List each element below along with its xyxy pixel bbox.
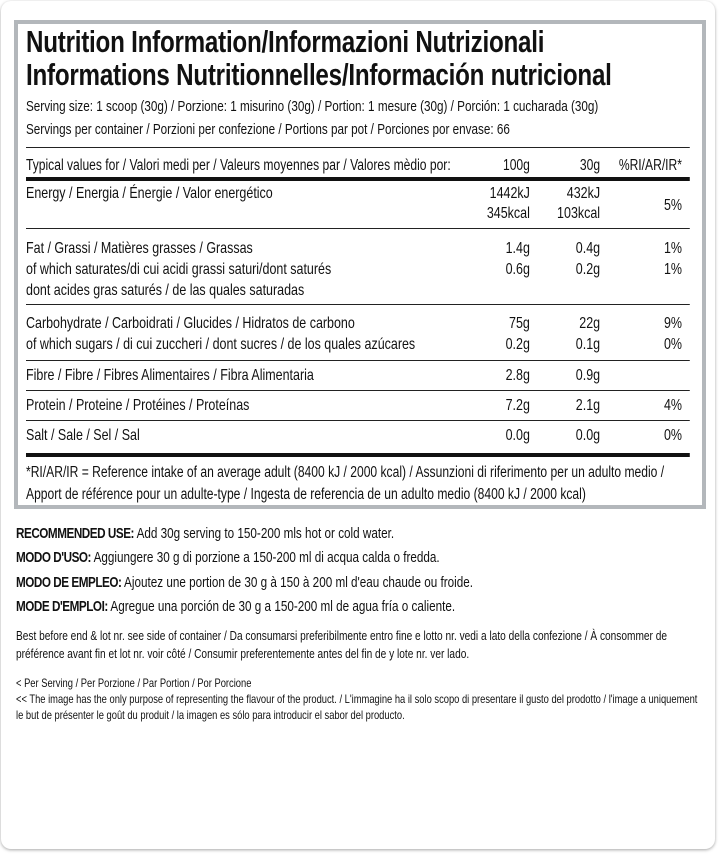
fibre-100g: 2.8g <box>505 367 530 384</box>
fibre-30g: 0.9g <box>575 367 601 384</box>
saturates-label: of which saturates/di cui acidi grassi s… <box>26 261 332 278</box>
usage-text: Agregue una porción de 30 g a 150-200 ml… <box>107 597 456 615</box>
image-disclaimer: << The image has the only purpose of rep… <box>16 692 698 723</box>
usage-heading: MODO D'USO: <box>16 549 91 567</box>
energy-30g: 432kJ 103kcal <box>530 184 600 228</box>
protein-100g: 7.2g <box>505 397 530 414</box>
protein-30g: 2.1g <box>575 397 601 414</box>
per-serving-note: < Per Serving / Per Porzione / Par Porti… <box>16 675 702 723</box>
header-ri: %RI/AR/IR* <box>618 157 682 174</box>
best-before-note: Best before end & lot nr. see side of co… <box>16 628 668 662</box>
saturates-30g-value: 0.2g <box>575 261 601 278</box>
sugars-label: of which sugars / di cui zuccheri / dont… <box>26 336 416 353</box>
fat-ri-value: 1% <box>663 240 682 257</box>
carb-30g-value: 22g <box>579 315 601 332</box>
table-row-fat: Fat / Grassi / Matières grasses / Grassa… <box>26 229 690 304</box>
table-row-fibre: Fibre / Fibre / Fibres Alimentaires / Fi… <box>26 361 690 390</box>
fat-100g: 1.4g 0.6g <box>467 238 530 304</box>
divider-thick <box>26 453 690 457</box>
servings-per-container: Servings per container / Porzioni per co… <box>26 121 510 138</box>
serving-size: Serving size: 1 scoop (30g) / Porzione: … <box>26 98 599 115</box>
protein-ri: 4% <box>663 397 682 414</box>
carb-ri-value: 9% <box>663 315 682 332</box>
divider <box>26 420 690 421</box>
usage-heading: MODE D'EMPLOI: <box>16 597 108 615</box>
fat-label: Fat / Grassi / Matières grasses / Grassa… <box>26 240 253 257</box>
protein-label: Protein / Proteine / Protéines / Proteín… <box>26 397 250 414</box>
usage-text: Aggiungere 30 g di porzione a 150-200 ml… <box>90 549 440 567</box>
fat-ri: 1% 1% <box>600 238 682 304</box>
table-row-energy: Energy / Energia / Énergie / Valor energ… <box>26 181 690 228</box>
salt-30g: 0.0g <box>575 427 601 444</box>
energy-30g-kj: 432kJ <box>566 185 601 202</box>
divider <box>26 390 690 391</box>
usage-text: Ajoutez une portion de 30 g à 150 à 200 … <box>121 573 473 591</box>
ri-footnote: *RI/AR/IR = Reference intake of an avera… <box>26 464 665 503</box>
salt-ri: 0% <box>663 427 682 444</box>
divider-thick <box>26 177 690 181</box>
saturates-ri-value: 1% <box>663 261 682 278</box>
usage-heading: RECOMMENDED USE: <box>16 525 134 542</box>
table-header: Typical values for / Valori medi per / V… <box>26 155 690 177</box>
nutrition-panel <box>14 20 706 509</box>
header-30g: 30g <box>579 157 601 174</box>
per-serving-text: < Per Serving / Per Porzione / Par Porti… <box>16 676 252 691</box>
nutrition-label: Nutrition Information/Informazioni Nutri… <box>26 25 690 506</box>
fibre-label: Fibre / Fibre / Fibres Alimentaires / Fi… <box>26 367 314 384</box>
energy-ri: 5% <box>600 184 682 228</box>
divider <box>26 360 690 361</box>
title-line-1: Nutrition Information/Informazioni Nutri… <box>26 24 545 59</box>
carb-100g: 75g 0.2g <box>467 313 530 360</box>
usage-text: Add 30g serving to 150-200 mls hot or co… <box>133 525 395 542</box>
usage-es: MODO DE EMPLEO: Ajoutez une portion de 3… <box>16 571 702 595</box>
usage-fr: MODE D'EMPLOI: Agregue una porción de 30… <box>16 595 702 619</box>
sugars-30g-value: 0.1g <box>575 336 601 353</box>
title-line-2: Informations Nutritionnelles/Información… <box>26 57 612 92</box>
usage-en: RECOMMENDED USE: Add 30g serving to 150-… <box>16 522 702 546</box>
fat-100g-value: 1.4g <box>505 240 530 257</box>
fat-labels: Fat / Grassi / Matières grasses / Grassa… <box>26 238 467 304</box>
salt-label: Salt / Sale / Sel / Sal <box>26 427 140 444</box>
table-row-protein: Protein / Proteine / Protéines / Proteín… <box>26 391 690 420</box>
carb-100g-value: 75g <box>509 315 530 332</box>
table-row-salt: Salt / Sale / Sel / Sal 0.0g 0.0g 0% <box>26 421 690 453</box>
usage-heading: MODO DE EMPLEO: <box>16 573 122 591</box>
energy-100g-kcal: 345kcal <box>486 205 530 222</box>
carb-label: Carbohydrate / Carboidrati / Glucides / … <box>26 315 355 332</box>
usage-section: RECOMMENDED USE: Add 30g serving to 150-… <box>16 522 702 723</box>
divider <box>26 228 690 229</box>
carb-ri: 9% 0% <box>600 313 682 360</box>
header-label: Typical values for / Valori medi per / V… <box>26 157 451 174</box>
energy-100g-kj: 1442kJ <box>489 185 530 202</box>
sugars-100g-value: 0.2g <box>505 336 530 353</box>
table-row-carbohydrate: Carbohydrate / Carboidrati / Glucides / … <box>26 305 690 360</box>
fat-30g: 0.4g 0.2g <box>530 238 600 304</box>
saturates-100g-value: 0.6g <box>505 261 530 278</box>
energy-100g: 1442kJ 345kcal <box>467 184 530 228</box>
divider <box>26 304 690 305</box>
sugars-ri-value: 0% <box>663 336 682 353</box>
energy-ri-value: 5% <box>663 197 682 214</box>
salt-100g: 0.0g <box>505 427 530 444</box>
energy-label: Energy / Energia / Énergie / Valor energ… <box>26 185 273 202</box>
header-100g: 100g <box>502 157 530 174</box>
fibre-ri <box>600 361 682 391</box>
fat-30g-value: 0.4g <box>575 240 601 257</box>
energy-30g-kcal: 103kcal <box>557 205 601 222</box>
carb-30g: 22g 0.1g <box>530 313 600 360</box>
divider <box>26 147 690 148</box>
carb-labels: Carbohydrate / Carboidrati / Glucides / … <box>26 313 467 360</box>
saturates-label-2: dont acides gras saturés / de las quales… <box>26 282 305 299</box>
usage-it: MODO D'USO: Aggiungere 30 g di porzione … <box>16 546 702 570</box>
